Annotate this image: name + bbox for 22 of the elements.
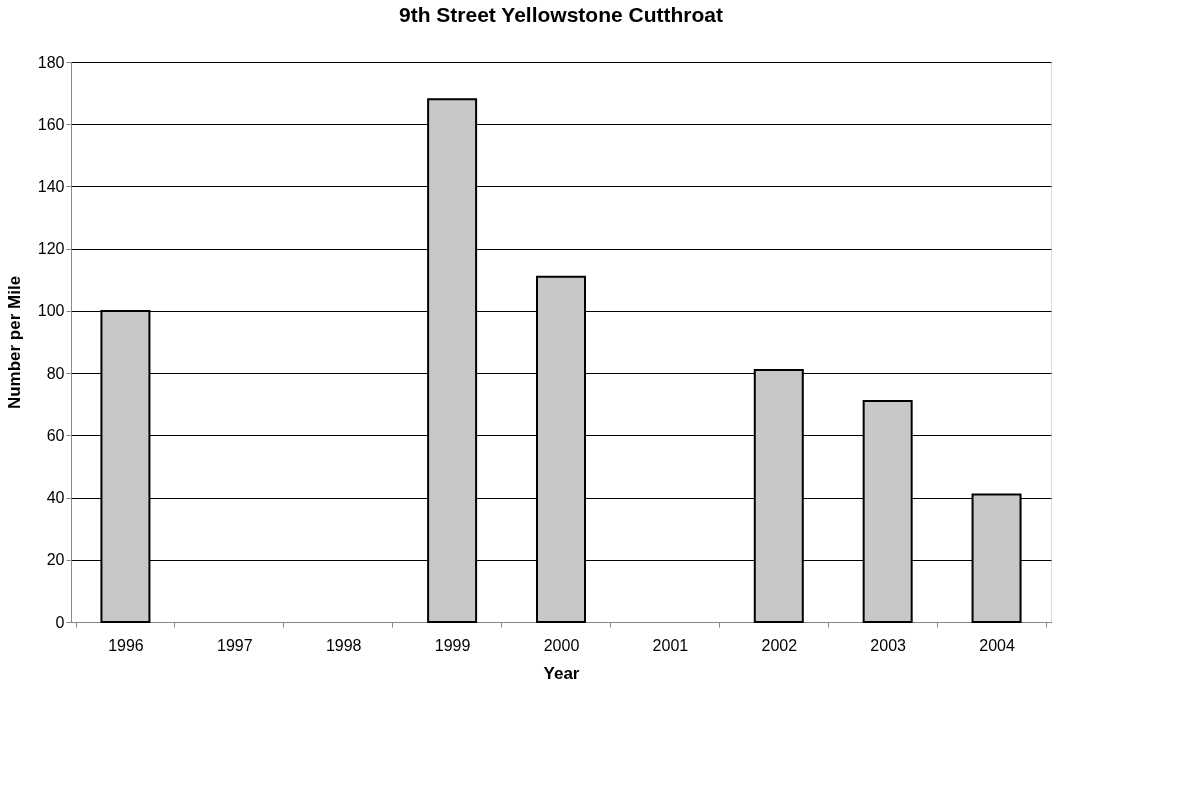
x-tick-label: 2003 (870, 636, 907, 654)
y-tick-label: 0 (55, 613, 65, 631)
x-tick-label: 2001 (652, 636, 689, 654)
y-tick-label: 140 (37, 177, 65, 195)
y-tick-label: 180 (37, 53, 65, 71)
x-tick-label: 2004 (979, 636, 1015, 654)
x-tick-label: 1997 (217, 636, 253, 654)
y-axis-title: Number per Mile (4, 275, 24, 410)
y-tick-label: 120 (37, 240, 65, 258)
x-axis-title: Year (543, 663, 580, 683)
y-tick-label: 100 (37, 302, 65, 320)
x-tick-label: 1998 (325, 636, 362, 654)
x-tick-label: 1996 (108, 636, 144, 654)
x-tick-label: 2000 (543, 636, 580, 654)
x-tick-label: 2002 (761, 636, 798, 654)
y-tick-label: 20 (46, 551, 65, 569)
chart-title: 9th Street Yellowstone Cutthroat (399, 3, 723, 26)
y-tick-label: 160 (37, 115, 65, 133)
x-tick-label: 1999 (434, 636, 471, 654)
y-tick-label: 80 (46, 364, 65, 382)
y-tick-label: 40 (46, 489, 65, 507)
y-tick-label: 60 (46, 426, 65, 444)
